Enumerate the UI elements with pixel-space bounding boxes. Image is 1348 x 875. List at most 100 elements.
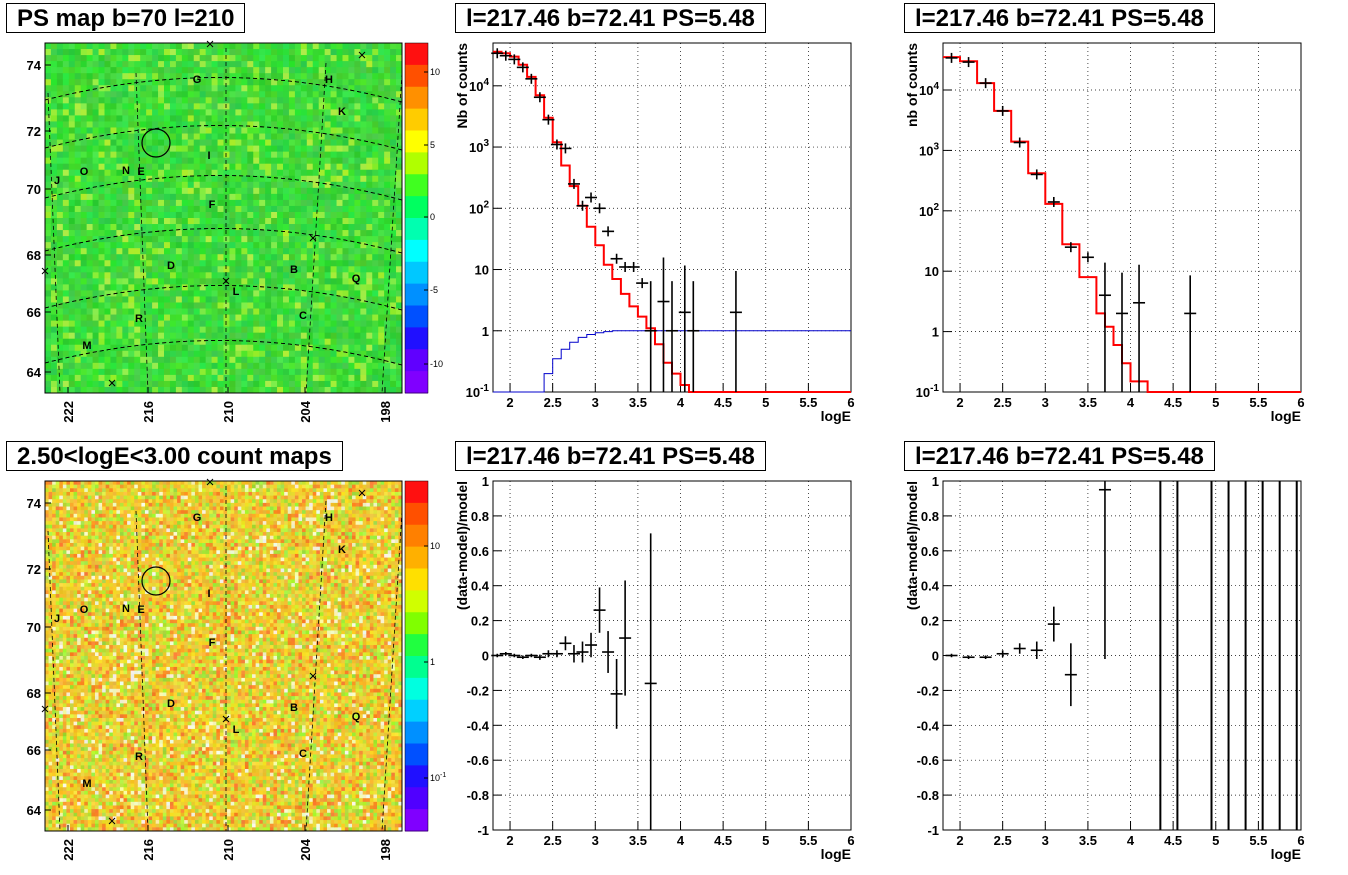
heatmap-cell xyxy=(378,49,385,56)
heatmap-cell xyxy=(288,193,296,201)
heatmap-cell xyxy=(45,546,49,551)
heatmap-cell xyxy=(74,380,82,388)
heatmap-cell xyxy=(152,338,159,346)
heatmap-cell xyxy=(146,248,153,255)
heatmap-cell xyxy=(94,666,99,671)
heatmap-cell xyxy=(104,145,111,153)
heatmap-cell xyxy=(146,43,153,50)
heatmap-cell xyxy=(122,61,129,68)
heatmap-cell xyxy=(73,579,78,584)
heatmap-cell xyxy=(288,199,296,207)
heatmap-cell xyxy=(241,43,248,50)
heatmap-cell xyxy=(205,61,212,68)
heatmap-cell xyxy=(348,224,355,231)
heatmap-cell xyxy=(277,175,284,183)
heatmap-cell xyxy=(110,362,117,370)
heatmap-cell xyxy=(84,539,89,544)
heatmap-cell xyxy=(217,326,224,334)
heatmap-cell xyxy=(48,823,53,828)
heatmap-cell xyxy=(152,296,159,303)
heatmap-cell xyxy=(73,812,78,817)
heatmap-cell xyxy=(55,553,60,558)
heatmap-cell xyxy=(306,314,314,321)
heatmap-cell xyxy=(324,218,331,225)
heatmap-cell xyxy=(229,133,236,140)
heatmap-cell xyxy=(354,109,361,116)
heatmap-cell xyxy=(229,338,236,346)
heatmap-cell xyxy=(330,91,337,98)
heatmap-cell xyxy=(104,368,111,376)
heatmap-cell xyxy=(80,561,85,566)
heatmap-cell xyxy=(336,380,343,388)
heatmap-cell xyxy=(45,787,49,792)
heatmap-cell xyxy=(378,103,385,110)
heatmap-cell xyxy=(68,266,76,273)
heatmap-cell xyxy=(110,236,117,243)
heatmap-cell xyxy=(74,314,82,321)
heatmap-cell xyxy=(62,85,70,92)
heatmap-cell xyxy=(306,248,314,255)
heatmap-cell xyxy=(253,211,260,219)
heatmap-cell xyxy=(80,553,85,558)
heatmap-cell xyxy=(59,506,64,511)
heatmap-cell xyxy=(45,674,49,679)
heatmap-cell xyxy=(134,350,141,358)
heatmap-cell xyxy=(169,49,177,56)
heatmap-cell xyxy=(318,320,326,328)
heatmap-cell xyxy=(91,820,96,825)
heatmap-cell xyxy=(94,524,99,529)
heatmap-cell xyxy=(384,145,391,153)
heatmap-cell xyxy=(69,575,74,580)
heatmap-cell xyxy=(205,49,212,56)
heatmap-cell xyxy=(288,260,296,267)
heatmap-cell xyxy=(128,163,135,171)
heatmap-cell xyxy=(378,320,385,328)
heatmap-cell xyxy=(205,230,212,237)
heatmap-cell xyxy=(193,115,201,122)
heatmap-cell xyxy=(390,187,397,195)
heatmap-cell xyxy=(62,561,67,566)
heatmap-cell xyxy=(342,103,349,110)
heatmap-cell xyxy=(48,645,53,650)
heatmap-cell xyxy=(66,481,71,486)
heatmap-cell xyxy=(217,67,224,74)
heatmap-cell xyxy=(110,260,117,267)
heatmap-cell xyxy=(52,535,57,540)
heatmap-cell xyxy=(55,499,60,504)
heatmap-cell xyxy=(229,266,236,273)
heatmap-cell xyxy=(122,199,129,207)
heatmap-cell xyxy=(259,91,266,98)
heatmap-cell xyxy=(247,362,254,370)
heatmap-cell xyxy=(56,115,64,122)
heatmap-cell xyxy=(223,79,230,86)
heatmap-cell xyxy=(300,356,308,364)
heatmap-cell xyxy=(187,338,195,346)
heatmap-cell xyxy=(247,169,254,177)
heatmap-cell xyxy=(348,133,355,140)
heatmap-cell xyxy=(59,732,64,737)
heatmap-cell xyxy=(84,809,89,814)
heatmap-cell xyxy=(91,779,96,785)
heatmap-cell xyxy=(134,218,141,225)
heatmap-cell xyxy=(265,218,272,225)
heatmap-cell xyxy=(169,97,177,104)
heatmap-cell xyxy=(66,696,71,701)
heatmap-cell xyxy=(336,187,343,195)
heatmap-cell xyxy=(235,55,242,62)
heatmap-cell xyxy=(259,169,266,177)
heatmap-cell xyxy=(80,151,88,159)
heatmap-cell xyxy=(59,550,64,555)
heatmap-cell xyxy=(128,326,135,334)
heatmap-cell xyxy=(181,266,189,273)
heatmap-cell xyxy=(265,115,272,122)
heatmap-cell xyxy=(122,218,129,225)
heatmap-cell xyxy=(87,754,92,759)
heatmap-cell xyxy=(45,579,49,584)
heatmap-cell xyxy=(211,272,218,279)
heatmap-cell xyxy=(283,356,290,364)
heatmap-cell xyxy=(91,612,96,617)
heatmap-cell xyxy=(116,242,123,249)
heatmap-cell xyxy=(55,769,60,774)
heatmap-cell xyxy=(187,91,195,98)
heatmap-cell xyxy=(271,368,278,376)
